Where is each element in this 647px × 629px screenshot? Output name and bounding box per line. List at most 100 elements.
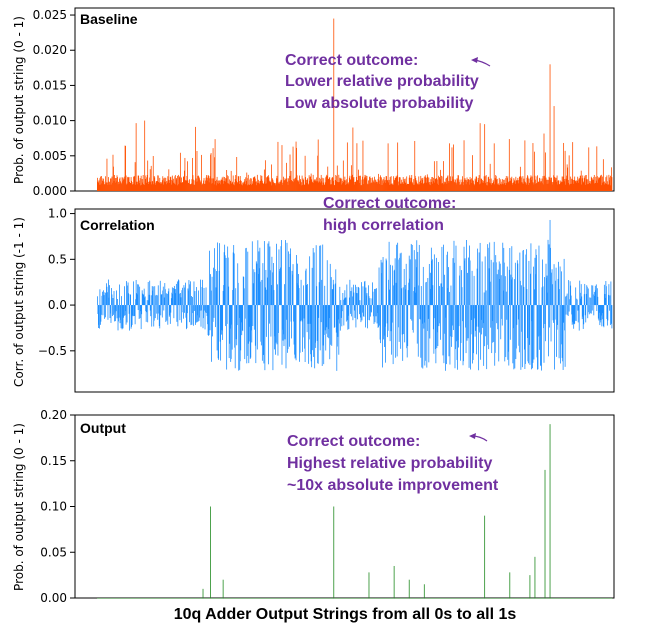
bar [176, 305, 178, 322]
bar [410, 177, 412, 191]
bar [148, 300, 150, 306]
bar [502, 183, 504, 191]
bar [381, 273, 382, 306]
bar [513, 279, 515, 306]
bar [593, 174, 595, 191]
bar [460, 305, 462, 343]
bar [386, 260, 387, 306]
bar [154, 177, 156, 191]
bar [233, 253, 235, 306]
bar [605, 183, 607, 191]
bar [574, 305, 576, 321]
bar [377, 305, 378, 313]
bar [605, 177, 607, 191]
bar [521, 183, 523, 191]
bar [529, 305, 530, 345]
bar [587, 305, 589, 319]
bar [304, 184, 306, 191]
bar [427, 182, 429, 191]
bar [136, 293, 138, 306]
bar [152, 156, 154, 191]
bar [188, 182, 190, 191]
bar [604, 183, 606, 191]
bar [554, 305, 555, 370]
bar [151, 184, 153, 191]
bar [442, 183, 443, 191]
bar [333, 506, 335, 598]
bar [419, 180, 421, 191]
bar [103, 290, 104, 306]
bar [540, 305, 541, 366]
bar [389, 289, 390, 306]
bar [573, 305, 575, 329]
bar [483, 292, 485, 306]
bar [156, 181, 158, 191]
bar [398, 185, 400, 191]
bar [473, 275, 475, 306]
bar [339, 286, 341, 306]
bar [121, 177, 123, 191]
bar [567, 182, 569, 191]
bar [567, 305, 569, 315]
bar [227, 183, 229, 191]
bar [311, 305, 313, 368]
bar [124, 286, 125, 306]
bar [540, 305, 542, 367]
bar [400, 305, 402, 349]
bar [269, 181, 270, 191]
bar [517, 305, 519, 320]
bar [385, 258, 387, 306]
bar [329, 263, 331, 306]
bar [204, 183, 206, 191]
bar [409, 177, 411, 191]
bar [424, 182, 426, 191]
bar [383, 305, 385, 336]
bar [347, 305, 349, 316]
bar [174, 175, 176, 191]
bar [478, 180, 480, 191]
bar [418, 181, 420, 191]
bar [564, 305, 566, 367]
bar [178, 280, 180, 306]
bar [522, 176, 524, 191]
bar [197, 175, 199, 191]
bar [97, 305, 99, 314]
bar [288, 180, 290, 191]
bar [467, 272, 468, 306]
bar [200, 305, 202, 327]
bar [114, 174, 115, 191]
bar [477, 248, 479, 306]
bar [506, 305, 508, 320]
bar [174, 288, 176, 306]
bar [569, 185, 571, 191]
bar [468, 305, 470, 368]
bar [207, 180, 208, 191]
bar [210, 290, 212, 306]
bar [302, 178, 304, 191]
bar [231, 183, 233, 191]
bar [215, 305, 216, 328]
bar [225, 305, 227, 327]
bar [221, 177, 223, 191]
bar [247, 305, 249, 344]
bar [253, 305, 255, 330]
bar [325, 305, 327, 334]
bar [280, 181, 281, 191]
bar [269, 180, 271, 191]
bar [423, 305, 425, 329]
bar [610, 185, 612, 191]
bar [333, 305, 335, 328]
bar [191, 183, 192, 191]
bar [600, 175, 602, 191]
y-tick-label: 0.025 [33, 8, 67, 22]
bar [326, 305, 328, 328]
bar [236, 156, 238, 191]
bar [431, 259, 433, 306]
bar [500, 275, 502, 306]
bar [140, 305, 142, 330]
bar [242, 305, 244, 332]
bar [391, 183, 393, 191]
bar [373, 305, 374, 317]
bar [551, 272, 552, 306]
bar [253, 176, 255, 191]
